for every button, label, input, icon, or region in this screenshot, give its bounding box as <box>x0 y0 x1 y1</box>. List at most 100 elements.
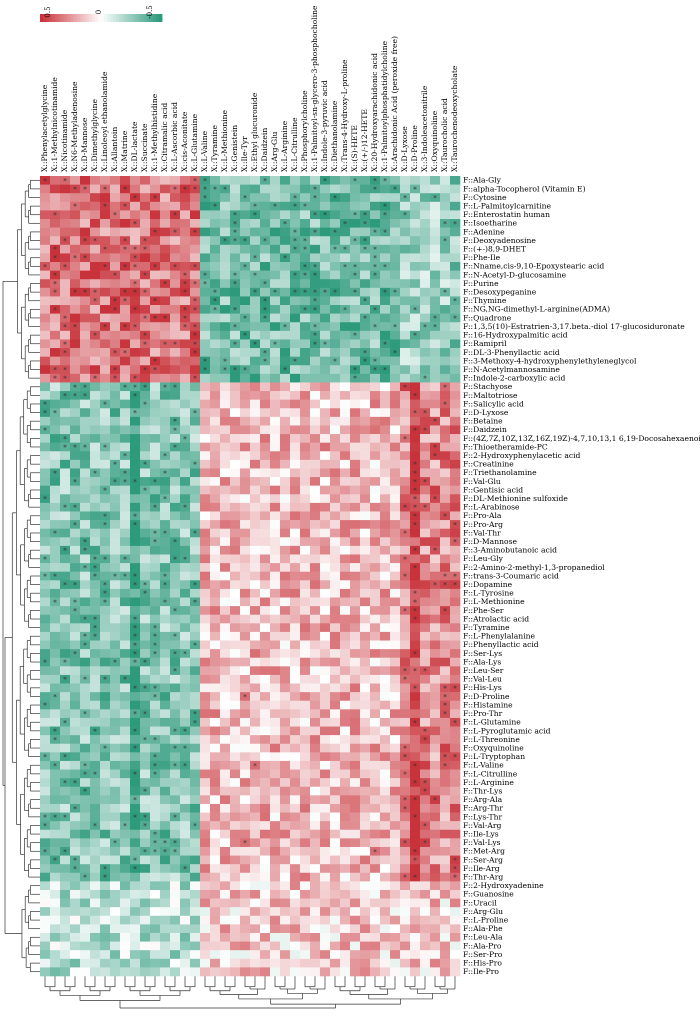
significance-marker: * <box>313 186 317 194</box>
heatmap-cell <box>150 649 161 659</box>
heatmap-cell <box>260 614 271 624</box>
heatmap-cell <box>240 950 251 960</box>
heatmap-cell <box>250 502 261 512</box>
heatmap-cell <box>290 270 301 280</box>
heatmap-cell <box>160 580 171 590</box>
legend-swatch <box>101 14 105 22</box>
heatmap-cell <box>130 365 141 375</box>
heatmap-cell <box>90 236 101 246</box>
heatmap-cell <box>330 649 341 659</box>
heatmap-cell <box>190 915 201 925</box>
significance-marker: * <box>153 229 157 237</box>
heatmap-cell <box>300 769 311 779</box>
heatmap-cell <box>340 571 351 581</box>
heatmap-cell <box>90 614 101 624</box>
heatmap-cell <box>320 778 331 788</box>
heatmap-cell <box>430 339 441 349</box>
heatmap-cell <box>200 210 211 220</box>
heatmap-cell <box>360 494 371 504</box>
heatmap-cell <box>450 795 461 805</box>
heatmap-cell <box>180 700 191 710</box>
significance-marker: * <box>203 272 207 280</box>
heatmap-cell <box>230 950 241 960</box>
heatmap-cell <box>60 666 71 676</box>
significance-marker: * <box>373 177 377 185</box>
heatmap-cell <box>180 588 191 598</box>
heatmap-cell <box>340 631 351 641</box>
significance-marker: * <box>183 306 187 314</box>
significance-marker: * <box>93 564 97 572</box>
heatmap-cell <box>420 649 431 659</box>
heatmap-cell <box>390 597 401 607</box>
significance-marker: * <box>153 848 157 856</box>
heatmap-cell <box>310 287 321 297</box>
heatmap-cell <box>430 889 441 899</box>
heatmap-cell <box>410 262 421 271</box>
heatmap-cell <box>240 735 251 745</box>
heatmap-cell <box>230 898 241 908</box>
heatmap-cell <box>390 545 401 555</box>
heatmap-cell <box>380 365 391 375</box>
heatmap-cell <box>420 855 431 865</box>
heatmap-cell <box>220 932 231 942</box>
heatmap-cell <box>50 236 61 246</box>
heatmap-cell <box>240 502 251 512</box>
significance-marker: * <box>143 822 147 830</box>
significance-marker: * <box>373 263 377 271</box>
heatmap-cell <box>390 889 401 899</box>
heatmap-cell <box>420 270 431 280</box>
significance-marker: * <box>443 238 447 246</box>
heatmap-cell <box>160 812 171 822</box>
heatmap-cell <box>80 760 91 770</box>
heatmap-cell <box>90 717 101 727</box>
heatmap-cell <box>300 606 311 616</box>
heatmap-cell <box>200 356 211 366</box>
heatmap-cell <box>410 494 421 504</box>
heatmap-cell <box>400 924 411 934</box>
heatmap-cell <box>120 640 131 650</box>
heatmap-cell <box>170 717 181 727</box>
heatmap-cell <box>70 649 81 659</box>
heatmap-cell <box>390 864 401 874</box>
heatmap-cell <box>420 296 431 306</box>
heatmap-cell <box>110 330 121 340</box>
heatmap-cell <box>140 563 151 572</box>
heatmap-cell <box>370 674 381 684</box>
heatmap-cell <box>60 760 71 770</box>
heatmap-cell <box>140 451 151 461</box>
heatmap-cell <box>440 950 451 960</box>
heatmap-cell <box>260 485 271 495</box>
heatmap-cell <box>340 348 351 357</box>
heatmap-cell <box>300 451 311 461</box>
heatmap-cell <box>390 674 401 684</box>
heatmap-cell <box>90 425 101 435</box>
heatmap-cell <box>270 416 281 426</box>
heatmap-cell <box>440 485 451 495</box>
heatmap-cell <box>360 674 371 684</box>
heatmap-cell <box>310 270 321 280</box>
heatmap-cell <box>370 184 381 194</box>
heatmap-cell <box>370 683 381 693</box>
heatmap-cell <box>270 330 281 340</box>
significance-marker: * <box>233 281 237 289</box>
heatmap-cell <box>450 391 461 400</box>
heatmap-cell <box>270 606 281 616</box>
heatmap-cell <box>210 649 221 659</box>
heatmap-cell <box>180 451 191 461</box>
heatmap-cell <box>230 253 241 263</box>
heatmap-cell <box>250 425 261 435</box>
heatmap-cell <box>270 571 281 581</box>
heatmap-cell <box>310 485 321 495</box>
heatmap-cell <box>180 872 191 882</box>
heatmap-cell <box>320 795 331 805</box>
heatmap-cell <box>300 580 311 590</box>
heatmap-cell <box>260 176 271 185</box>
significance-marker: * <box>163 496 167 504</box>
heatmap-cell <box>390 898 401 908</box>
heatmap-cell <box>400 528 411 538</box>
significance-marker: * <box>63 814 67 822</box>
heatmap-cell <box>280 967 291 977</box>
heatmap-cell <box>260 528 271 538</box>
significance-marker: * <box>73 444 77 452</box>
heatmap-cell <box>70 236 81 246</box>
